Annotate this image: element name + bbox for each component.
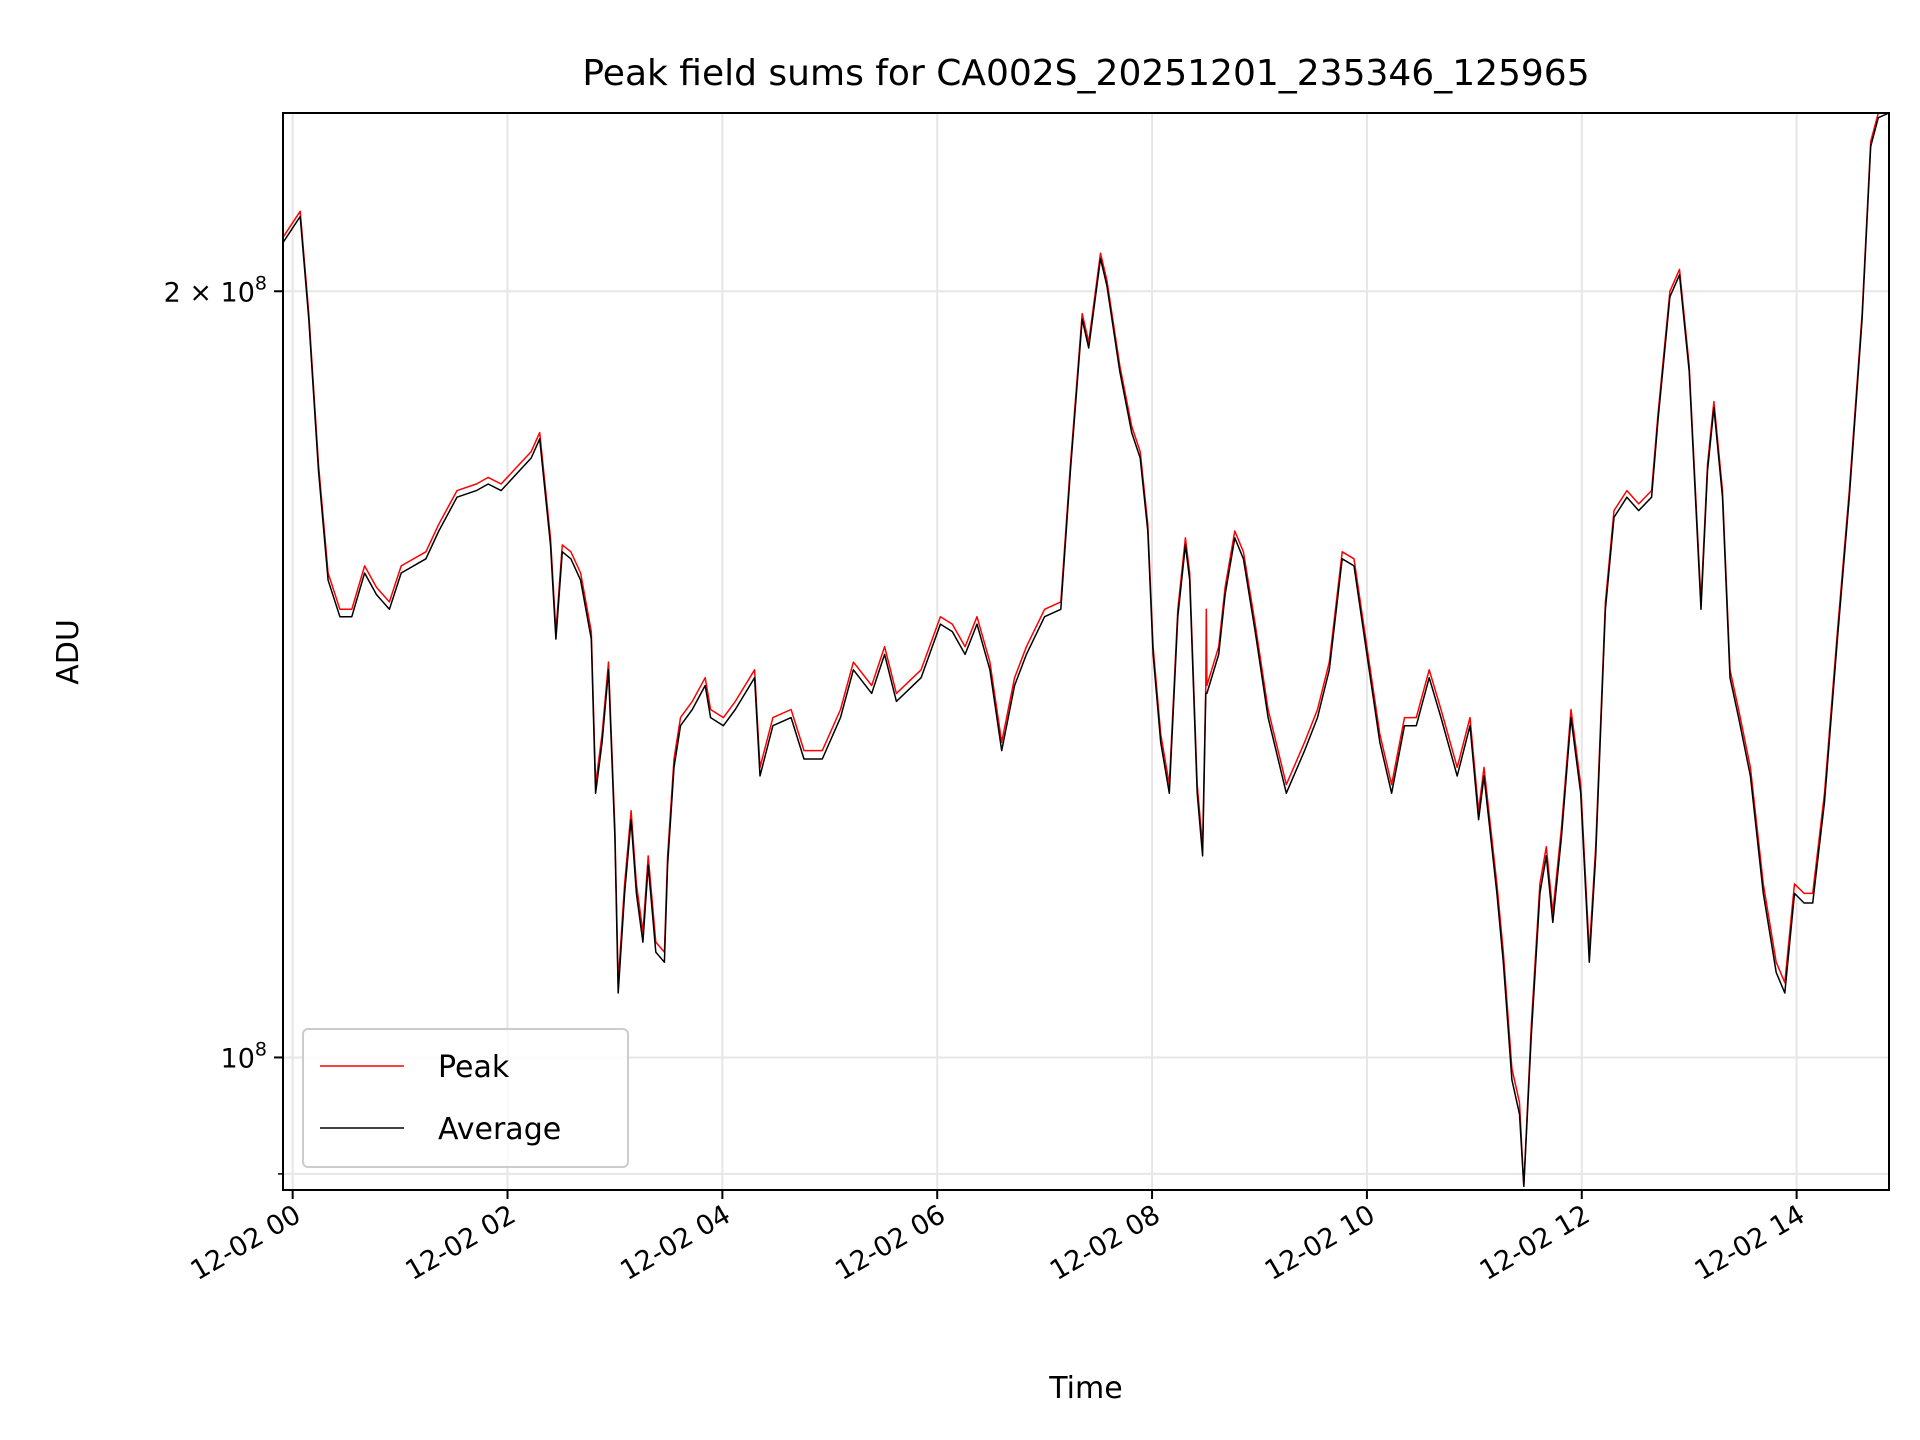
x-tick-label: 12-02 02: [400, 1199, 521, 1287]
series-line-average: [282, 112, 1890, 1188]
legend-box: [302, 1028, 629, 1168]
x-axis: 12-02 00 12-02 02 12-02 04 12-02 06 12-02 08…: [186, 1190, 1810, 1287]
legend-label-peak: Peak: [438, 1050, 510, 1085]
y-tick-mantissa: 2 ×: [164, 277, 221, 308]
chart-title: Peak field sums for CA002S_20251201_2353…: [582, 53, 1589, 94]
x-tick-label: 12-02 04: [615, 1199, 736, 1287]
x-tick-label: 12-02 10: [1260, 1199, 1381, 1287]
y-tick-base: 10: [221, 1043, 255, 1074]
series-lines: [282, 112, 1890, 1188]
y-axis-label: ADU: [51, 619, 86, 685]
plot-frame: [282, 112, 1890, 1191]
y-tick-exponent: 8: [255, 1038, 267, 1060]
y-tick-exponent: 8: [255, 272, 267, 294]
legend-label-average: Average: [438, 1112, 561, 1147]
x-tick-label: 12-02 08: [1045, 1199, 1166, 1287]
x-tick-label: 12-02 06: [830, 1199, 951, 1287]
x-tick-label: 12-02 14: [1689, 1199, 1810, 1287]
x-axis-label: Time: [1048, 1371, 1122, 1406]
legend: Peak Average: [302, 1028, 629, 1168]
x-tick-label: 12-02 12: [1475, 1199, 1596, 1287]
y-tick-base: 10: [221, 277, 255, 308]
y-tick-label: 2 × 108: [164, 272, 267, 308]
series-line-peak: [282, 112, 1889, 1188]
y-tick-label: 108: [221, 1038, 267, 1074]
x-tick-label: 12-02 00: [186, 1199, 307, 1287]
